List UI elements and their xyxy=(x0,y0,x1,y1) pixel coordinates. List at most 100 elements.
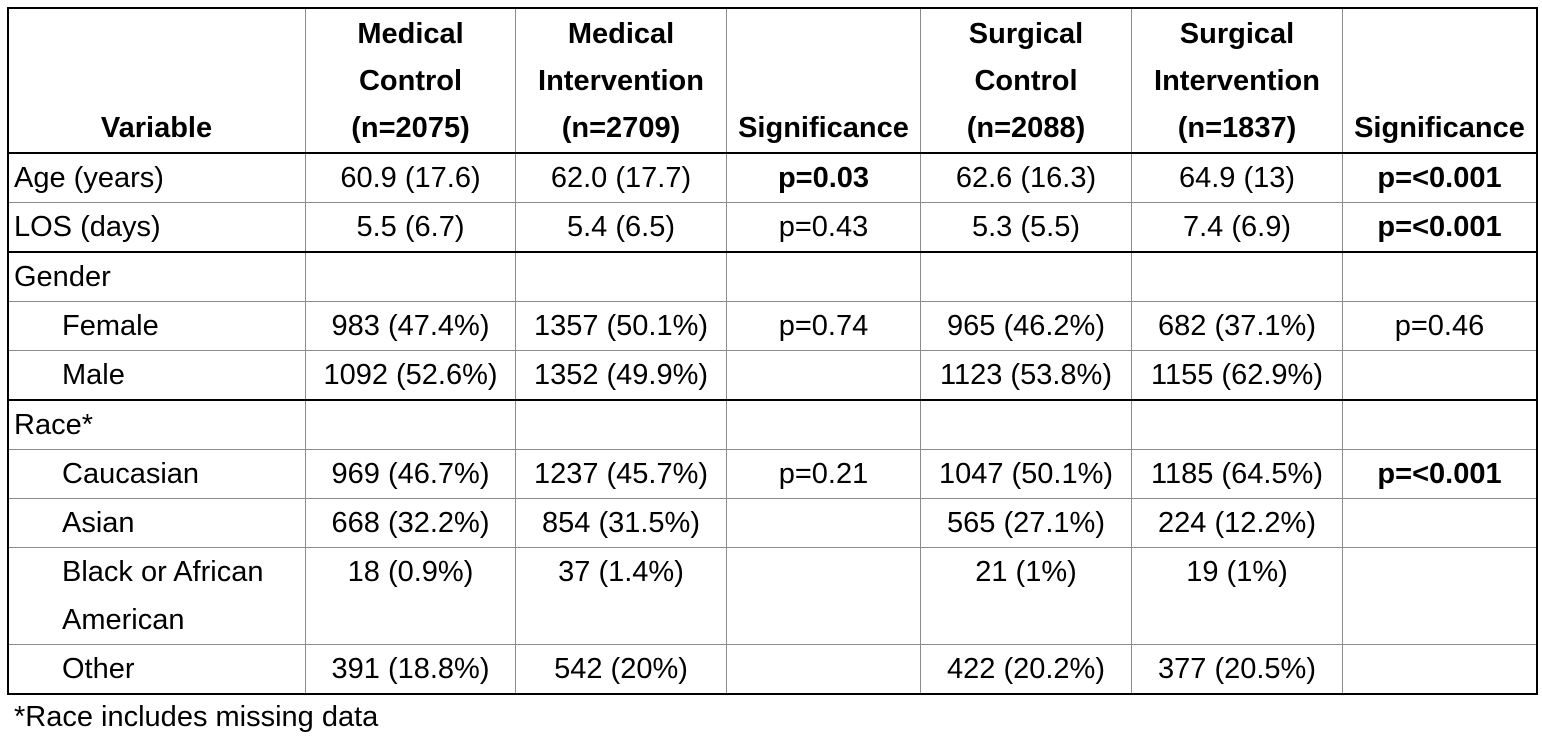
header-row: Variable Medical Control (n=2075) Medica… xyxy=(7,7,1537,154)
cell-significance-surgical: p=0.46 xyxy=(1342,301,1537,351)
cell-surgical-intervention: 1185 (64.5%) xyxy=(1131,449,1343,499)
cell-significance-surgical xyxy=(1342,644,1537,695)
row-caucasian: Caucasian 969 (46.7%) 1237 (45.7%) p=0.2… xyxy=(7,449,1537,499)
cell-surgical-control: 21 (1%) xyxy=(920,547,1132,645)
cell-empty xyxy=(1342,251,1537,302)
cell-surgical-control: 422 (20.2%) xyxy=(920,644,1132,695)
cell-surgical-intervention: 19 (1%) xyxy=(1131,547,1343,645)
cell-empty xyxy=(726,399,921,450)
row-label: Male xyxy=(7,350,306,401)
row-female: Female 983 (47.4%) 1357 (50.1%) p=0.74 9… xyxy=(7,301,1537,351)
cell-surgical-control: 1123 (53.8%) xyxy=(920,350,1132,401)
header-medical-control: Medical Control (n=2075) xyxy=(305,7,516,154)
cell-empty xyxy=(920,399,1132,450)
demographics-table: Variable Medical Control (n=2075) Medica… xyxy=(7,7,1537,695)
cell-surgical-control: 1047 (50.1%) xyxy=(920,449,1132,499)
cell-significance-surgical: p=<0.001 xyxy=(1342,202,1537,253)
cell-medical-intervention: 5.4 (6.5) xyxy=(515,202,727,253)
cell-surgical-intervention: 224 (12.2%) xyxy=(1131,498,1343,548)
cell-significance-surgical xyxy=(1342,547,1537,645)
cell-significance-surgical: p=<0.001 xyxy=(1342,152,1537,203)
header-surgical-control: Surgical Control (n=2088) xyxy=(920,7,1132,154)
row-black-or-african-american: Black or African American 18 (0.9%) 37 (… xyxy=(7,547,1537,645)
header-line: (n=2088) xyxy=(966,112,1086,144)
cell-significance-medical: p=0.21 xyxy=(726,449,921,499)
cell-significance-medical xyxy=(726,547,921,645)
cell-medical-control: 60.9 (17.6) xyxy=(305,152,516,203)
cell-empty xyxy=(1131,399,1343,450)
row-los: LOS (days) 5.5 (6.7) 5.4 (6.5) p=0.43 5.… xyxy=(7,202,1537,253)
row-label: Female xyxy=(7,301,306,351)
cell-medical-control: 18 (0.9%) xyxy=(305,547,516,645)
cell-significance-medical xyxy=(726,644,921,695)
cell-medical-control: 1092 (52.6%) xyxy=(305,350,516,401)
cell-surgical-intervention: 682 (37.1%) xyxy=(1131,301,1343,351)
row-label: Asian xyxy=(7,498,306,548)
row-asian: Asian 668 (32.2%) 854 (31.5%) 565 (27.1%… xyxy=(7,498,1537,548)
row-label: Black or African American xyxy=(7,547,306,645)
cell-surgical-intervention: 377 (20.5%) xyxy=(1131,644,1343,695)
header-line: Control xyxy=(358,65,463,97)
header-line: (n=2709) xyxy=(561,112,681,144)
cell-medical-intervention: 1352 (49.9%) xyxy=(515,350,727,401)
cell-medical-control: 391 (18.8%) xyxy=(305,644,516,695)
cell-significance-medical: p=0.74 xyxy=(726,301,921,351)
header-variable: Variable xyxy=(7,7,306,154)
header-significance-surgical: Significance xyxy=(1342,7,1537,154)
header-medical-intervention: Medical Intervention (n=2709) xyxy=(515,7,727,154)
cell-medical-control: 969 (46.7%) xyxy=(305,449,516,499)
cell-significance-surgical xyxy=(1342,498,1537,548)
row-other: Other 391 (18.8%) 542 (20%) 422 (20.2%) … xyxy=(7,644,1537,695)
cell-medical-intervention: 1237 (45.7%) xyxy=(515,449,727,499)
cell-empty xyxy=(920,251,1132,302)
row-gender: Gender xyxy=(7,251,1537,302)
cell-medical-control: 5.5 (6.7) xyxy=(305,202,516,253)
row-race: Race* xyxy=(7,399,1537,450)
header-surgical-intervention: Surgical Intervention (n=1837) xyxy=(1131,7,1343,154)
row-label: Caucasian xyxy=(7,449,306,499)
cell-significance-medical xyxy=(726,498,921,548)
header-line: Intervention xyxy=(538,65,704,97)
cell-significance-medical: p=0.03 xyxy=(726,152,921,203)
header-line: Medical xyxy=(357,18,464,50)
cell-significance-surgical: p=<0.001 xyxy=(1342,449,1537,499)
cell-surgical-control: 5.3 (5.5) xyxy=(920,202,1132,253)
header-significance-medical: Significance xyxy=(726,7,921,154)
header-line: Intervention xyxy=(1154,65,1320,97)
cell-surgical-intervention: 7.4 (6.9) xyxy=(1131,202,1343,253)
cell-medical-control: 668 (32.2%) xyxy=(305,498,516,548)
cell-medical-intervention: 62.0 (17.7) xyxy=(515,152,727,203)
cell-surgical-control: 62.6 (16.3) xyxy=(920,152,1132,203)
row-label: Age (years) xyxy=(7,152,306,203)
cell-surgical-intervention: 1155 (62.9%) xyxy=(1131,350,1343,401)
cell-surgical-control: 565 (27.1%) xyxy=(920,498,1132,548)
row-label: Gender xyxy=(7,251,306,302)
cell-medical-intervention: 1357 (50.1%) xyxy=(515,301,727,351)
row-age: Age (years) 60.9 (17.6) 62.0 (17.7) p=0.… xyxy=(7,152,1537,203)
header-line: Control xyxy=(974,65,1078,97)
cell-significance-surgical xyxy=(1342,350,1537,401)
row-label: Race* xyxy=(7,399,306,450)
cell-empty xyxy=(1131,251,1343,302)
cell-empty xyxy=(515,251,727,302)
cell-surgical-intervention: 64.9 (13) xyxy=(1131,152,1343,203)
cell-medical-intervention: 854 (31.5%) xyxy=(515,498,727,548)
header-line: (n=2075) xyxy=(351,112,470,144)
cell-empty xyxy=(726,251,921,302)
row-label: Other xyxy=(7,644,306,695)
cell-medical-intervention: 37 (1.4%) xyxy=(515,547,727,645)
header-line: (n=1837) xyxy=(1177,112,1297,144)
cell-medical-control: 983 (47.4%) xyxy=(305,301,516,351)
header-line: Medical xyxy=(567,18,675,50)
cell-medical-intervention: 542 (20%) xyxy=(515,644,727,695)
footnote: *Race includes missing data xyxy=(14,701,379,733)
cell-empty xyxy=(305,251,516,302)
row-label: LOS (days) xyxy=(7,202,306,253)
header-line: Surgical xyxy=(1179,18,1295,50)
cell-significance-medical: p=0.43 xyxy=(726,202,921,253)
header-line: Surgical xyxy=(968,18,1084,50)
cell-empty xyxy=(515,399,727,450)
row-male: Male 1092 (52.6%) 1352 (49.9%) 1123 (53.… xyxy=(7,350,1537,401)
cell-significance-medical xyxy=(726,350,921,401)
cell-surgical-control: 965 (46.2%) xyxy=(920,301,1132,351)
